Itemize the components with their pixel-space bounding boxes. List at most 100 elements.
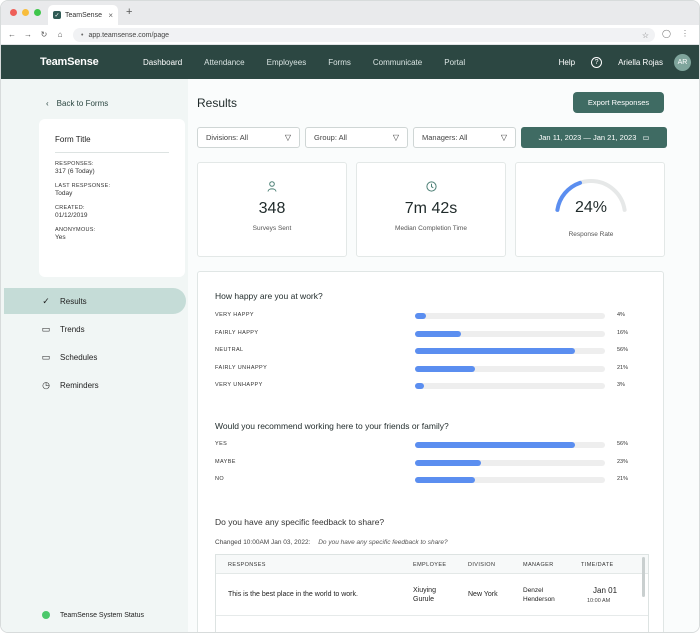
bar-fill (415, 348, 575, 354)
col-manager[interactable]: MANAGER (523, 562, 554, 568)
browser-tab[interactable]: ✓ TeamSense × (48, 5, 118, 25)
home-icon[interactable]: ⌂ (57, 30, 63, 39)
answer-percent: 4% (617, 312, 625, 318)
reload-icon[interactable]: ↻ (40, 30, 48, 39)
happy-row: NEUTRAL 56% (215, 346, 655, 356)
response-rate-gauge (555, 179, 627, 212)
answer-percent: 3% (617, 382, 625, 388)
sidebar-item-label: Schedules (60, 352, 98, 362)
bar-fill (415, 442, 575, 448)
question-change-note: Changed 10:00AM Jan 03, 2022: Do you hav… (215, 539, 448, 546)
check-icon: ✓ (42, 295, 50, 306)
recommend-row: MAYBE 23% (215, 458, 655, 468)
divisions-filter[interactable]: Divisions: All ▽ (197, 127, 300, 148)
page-title: Results (197, 96, 238, 110)
nav-forms[interactable]: Forms (328, 57, 351, 67)
question-feedback: Do you have any specific feedback to sha… (215, 517, 385, 527)
sidebar-item-reminders[interactable]: ◷ Reminders (1, 372, 188, 398)
close-tab-icon[interactable]: × (108, 10, 113, 20)
sidebar-item-label: Results (60, 296, 87, 306)
col-responses[interactable]: RESPONSES (228, 562, 266, 568)
nav-attendance[interactable]: Attendance (204, 57, 245, 67)
system-status[interactable]: TeamSense System Status (42, 611, 144, 619)
answer-label: YES (215, 441, 228, 447)
sidebar-item-trends[interactable]: ▭ Trends (1, 316, 188, 342)
bookmark-star-icon[interactable]: ☆ (641, 30, 649, 40)
back-to-forms-label: Back to Forms (56, 99, 109, 108)
forward-arrow-icon[interactable]: → (24, 30, 32, 39)
bar-track (415, 477, 605, 483)
minimize-window-button[interactable] (22, 9, 29, 16)
answer-percent: 16% (617, 329, 629, 336)
new-tab-icon[interactable]: + (126, 6, 133, 18)
recommend-row: NO 21% (215, 475, 655, 485)
nav-employees[interactable]: Employees (266, 57, 307, 67)
browser-menu-icon[interactable]: ⋮ (681, 29, 689, 38)
table-scrollbar[interactable] (642, 557, 645, 597)
sidebar-nav: ✓ Results ▭ Trends ▭ Schedules ◷ Reminde… (1, 288, 188, 400)
surveys-sent-value: 348 (258, 200, 286, 217)
question-happy: How happy are you at work? (215, 291, 323, 301)
col-division[interactable]: DIVISION (468, 562, 496, 568)
profile-icon[interactable]: ◯ (662, 29, 671, 38)
browser-tab-strip: ✓ TeamSense × + (1, 1, 699, 25)
answer-label: NEUTRAL (215, 347, 244, 353)
question-recommend: Would you recommend working here to your… (215, 421, 449, 431)
changed-date: Changed 10:00AM Jan 03, 2022: (215, 539, 311, 546)
bar-fill (415, 383, 424, 389)
status-dot-icon (42, 611, 50, 619)
maximize-window-button[interactable] (34, 9, 41, 16)
responses-table: RESPONSES EMPLOYEE DIVISION MANAGER TIME… (215, 554, 649, 632)
help-circle-icon[interactable]: ? (591, 56, 603, 68)
tab-title: TeamSense (65, 11, 102, 19)
median-time-label: Median Completion Time (395, 225, 467, 232)
bar-track (415, 459, 605, 466)
col-employee[interactable]: EMPLOYEE (413, 562, 447, 568)
sidebar: ‹ Back to Forms Form Title RESPONSES: 31… (1, 79, 188, 632)
managers-filter-label: Managers: All (422, 133, 468, 142)
surveys-sent-label: Surveys Sent (252, 225, 292, 232)
response-rate-label: Response Rate (568, 231, 614, 238)
manager-name: Denzel Henderson (523, 587, 555, 603)
lock-icon: • (81, 31, 84, 39)
results-panel: How happy are you at work? VERY HAPPY 4% F… (197, 271, 664, 632)
answer-label: FAIRLY UNHAPPY (215, 364, 268, 371)
sidebar-item-results[interactable]: ✓ Results (4, 288, 186, 314)
answer-label: VERY HAPPY (215, 312, 254, 318)
median-time-value: 7m 42s (404, 200, 458, 217)
teamsense-logo[interactable]: TeamSense (40, 56, 99, 68)
responses-label: RESPONSES: (55, 161, 94, 167)
back-to-forms-link[interactable]: ‹ Back to Forms (46, 99, 108, 108)
nav-communicate[interactable]: Communicate (372, 57, 423, 67)
sidebar-item-schedules[interactable]: ▭ Schedules (1, 344, 188, 370)
url-bar[interactable]: • app.teamsense.com/page ☆ (73, 28, 655, 42)
date-range-button[interactable]: Jan 11, 2023 — Jan 21, 2023 ▭ (521, 127, 667, 148)
help-link[interactable]: Help (558, 57, 576, 67)
col-time-date[interactable]: TIME/DATE (581, 562, 614, 568)
table-row[interactable]: This is the best place in the world to w… (216, 574, 648, 616)
person-icon (198, 181, 346, 193)
chevron-left-icon: ‹ (46, 99, 49, 108)
bar-fill (415, 313, 427, 319)
answer-percent: 23% (617, 458, 629, 465)
response-date: Jan 01 (593, 586, 618, 595)
created-value: 01/12/2019 (55, 212, 88, 219)
managers-filter[interactable]: Managers: All ▽ (413, 127, 516, 148)
clock-icon (357, 181, 505, 193)
division-name: New York (468, 591, 498, 598)
close-window-button[interactable] (10, 9, 17, 16)
export-responses-button[interactable]: Export Responses (573, 92, 664, 113)
answer-percent: 56% (617, 441, 629, 447)
bar-track (415, 442, 605, 448)
group-filter[interactable]: Group: All ▽ (305, 127, 408, 148)
answer-label: MAYBE (215, 458, 236, 465)
response-rate-card: 24% Response Rate (515, 162, 665, 257)
user-name[interactable]: Ariella Rojas (618, 57, 663, 67)
nav-portal[interactable]: Portal (444, 57, 466, 67)
bar-fill (415, 330, 461, 337)
nav-dashboard[interactable]: Dashboard (143, 57, 183, 67)
avatar[interactable]: AR (674, 53, 691, 71)
answer-label: FAIRLY HAPPY (215, 329, 259, 336)
back-arrow-icon[interactable]: ← (8, 30, 16, 39)
